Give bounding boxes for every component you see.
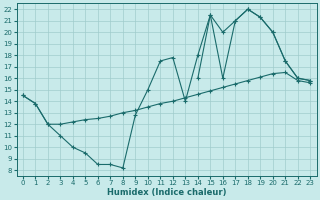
- X-axis label: Humidex (Indice chaleur): Humidex (Indice chaleur): [107, 188, 226, 197]
